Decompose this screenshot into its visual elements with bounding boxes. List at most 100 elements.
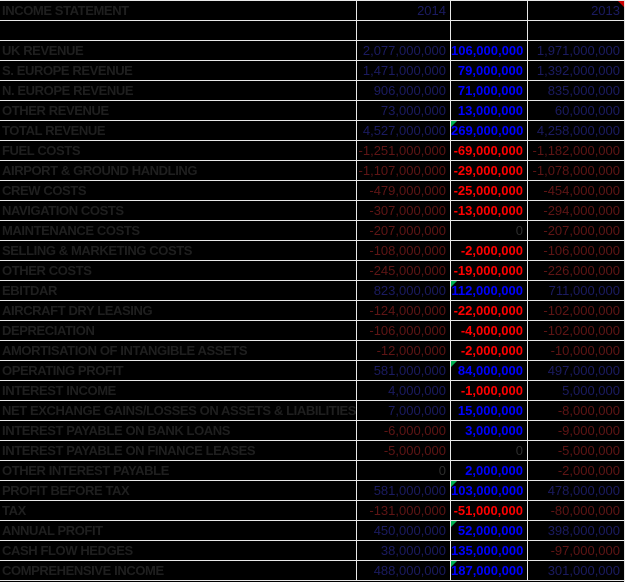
value-2013-cell[interactable]: -226,000,000: [527, 261, 624, 280]
row-label-cell[interactable]: OPERATING PROFIT: [2, 363, 124, 378]
row-label-cell[interactable]: [0, 21, 356, 40]
row-label-cell[interactable]: TOTAL REVENUE: [2, 123, 106, 138]
diff-cell[interactable]: -29,000,000: [450, 161, 527, 180]
diff-cell[interactable]: 269,000,000: [450, 121, 527, 140]
diff-cell[interactable]: -69,000,000: [450, 141, 527, 160]
row-label-cell[interactable]: OTHER INTEREST PAYABLE: [2, 463, 169, 478]
value-2013-cell[interactable]: 301,000,000: [527, 561, 624, 580]
value-2013-cell[interactable]: -106,000,000: [527, 241, 624, 260]
diff-cell[interactable]: -25,000,000: [450, 181, 527, 200]
value-2014-cell[interactable]: 488,000,000: [356, 561, 450, 580]
diff-cell[interactable]: 2,000,000: [450, 461, 527, 480]
diff-cell[interactable]: 71,000,000: [450, 81, 527, 100]
row-label-cell[interactable]: NET EXCHANGE GAINS/LOSSES ON ASSETS & LI…: [2, 403, 356, 418]
row-label-cell[interactable]: DEPRECIATION: [2, 323, 95, 338]
diff-cell[interactable]: 3,000,000: [450, 421, 527, 440]
row-label-cell[interactable]: OTHER REVENUE: [2, 103, 109, 118]
row-label-cell[interactable]: S. EUROPE REVENUE: [2, 63, 133, 78]
value-2013-cell[interactable]: [527, 21, 624, 40]
value-2014-cell[interactable]: -131,000,000: [356, 501, 450, 520]
value-2013-cell[interactable]: 835,000,000: [527, 81, 624, 100]
diff-cell[interactable]: 0: [450, 441, 527, 460]
value-2013-cell[interactable]: -97,000,000: [527, 541, 624, 560]
value-2013-cell[interactable]: -102,000,000: [527, 321, 624, 340]
value-2014-cell[interactable]: -124,000,000: [356, 301, 450, 320]
diff-cell[interactable]: -1,000,000: [450, 381, 527, 400]
diff-cell[interactable]: 52,000,000: [450, 521, 527, 540]
value-2013-cell[interactable]: -5,000,000: [527, 441, 624, 460]
row-label-cell[interactable]: UK REVENUE: [2, 43, 84, 58]
value-2013-cell[interactable]: 1,971,000,000: [527, 41, 624, 60]
row-label-cell[interactable]: AIRPORT & GROUND HANDLING: [2, 163, 198, 178]
value-2013-cell[interactable]: -8,000,000: [527, 401, 624, 420]
col-header-diff-cell[interactable]: [450, 1, 527, 20]
row-label-cell[interactable]: CASH FLOW HEDGES: [2, 543, 133, 558]
row-label-cell[interactable]: CREW COSTS: [2, 183, 87, 198]
value-2014-cell[interactable]: -207,000,000: [356, 221, 450, 240]
value-2013-cell[interactable]: -1,078,000,000: [527, 161, 624, 180]
sheet-title-cell[interactable]: INCOME STATEMENT: [2, 3, 129, 18]
value-2013-cell[interactable]: -294,000,000: [527, 201, 624, 220]
value-2014-cell[interactable]: 0: [356, 461, 450, 480]
diff-cell[interactable]: -19,000,000: [450, 261, 527, 280]
value-2013-cell[interactable]: -2,000,000: [527, 461, 624, 480]
diff-cell[interactable]: -2,000,000: [450, 241, 527, 260]
value-2013-cell[interactable]: 1,392,000,000: [527, 61, 624, 80]
diff-cell[interactable]: 187,000,000: [450, 561, 527, 580]
value-2014-cell[interactable]: 73,000,000: [356, 101, 450, 120]
row-label-cell[interactable]: N. EUROPE REVENUE: [2, 83, 134, 98]
row-label-cell[interactable]: INTEREST INCOME: [2, 383, 116, 398]
value-2014-cell[interactable]: 1,471,000,000: [356, 61, 450, 80]
diff-cell[interactable]: -4,000,000: [450, 321, 527, 340]
row-label-cell[interactable]: EBITDAR: [2, 283, 57, 298]
value-2014-cell[interactable]: 581,000,000: [356, 481, 450, 500]
diff-cell[interactable]: 15,000,000: [450, 401, 527, 420]
value-2014-cell[interactable]: 450,000,000: [356, 521, 450, 540]
diff-cell[interactable]: 84,000,000: [450, 361, 527, 380]
value-2014-cell[interactable]: 4,000,000: [356, 381, 450, 400]
value-2013-cell[interactable]: 4,258,000,000: [527, 121, 624, 140]
diff-cell[interactable]: 112,000,000: [450, 281, 527, 300]
value-2013-cell[interactable]: -207,000,000: [527, 221, 624, 240]
value-2014-cell[interactable]: 4,527,000,000: [356, 121, 450, 140]
diff-cell[interactable]: 13,000,000: [450, 101, 527, 120]
value-2013-cell[interactable]: -80,000,000: [527, 501, 624, 520]
value-2014-cell[interactable]: -108,000,000: [356, 241, 450, 260]
diff-cell[interactable]: 135,000,000: [450, 541, 527, 560]
diff-cell[interactable]: -2,000,000: [450, 341, 527, 360]
value-2014-cell[interactable]: -106,000,000: [356, 321, 450, 340]
value-2014-cell[interactable]: -1,107,000,000: [356, 161, 450, 180]
value-2013-cell[interactable]: 711,000,000: [527, 281, 624, 300]
value-2014-cell[interactable]: -1,251,000,000: [356, 141, 450, 160]
diff-cell[interactable]: -51,000,000: [450, 501, 527, 520]
value-2014-cell[interactable]: -6,000,000: [356, 421, 450, 440]
value-2013-cell[interactable]: -10,000,000: [527, 341, 624, 360]
row-label-cell[interactable]: FUEL COSTS: [2, 143, 81, 158]
value-2013-cell[interactable]: -1,182,000,000: [527, 141, 624, 160]
diff-cell[interactable]: 0: [450, 221, 527, 240]
row-label-cell[interactable]: PROFIT BEFORE TAX: [2, 483, 130, 498]
value-2013-cell[interactable]: 5,000,000: [527, 381, 624, 400]
row-label-cell[interactable]: NAVIGATION COSTS: [2, 203, 124, 218]
value-2014-cell[interactable]: -12,000,000: [356, 341, 450, 360]
value-2014-cell[interactable]: [356, 21, 450, 40]
diff-cell[interactable]: 79,000,000: [450, 61, 527, 80]
value-2013-cell[interactable]: -9,000,000: [527, 421, 624, 440]
value-2013-cell[interactable]: 398,000,000: [527, 521, 624, 540]
value-2013-cell[interactable]: 478,000,000: [527, 481, 624, 500]
value-2014-cell[interactable]: -479,000,000: [356, 181, 450, 200]
diff-cell[interactable]: 103,000,000: [450, 481, 527, 500]
value-2014-cell[interactable]: -5,000,000: [356, 441, 450, 460]
row-label-cell[interactable]: INTEREST PAYABLE ON BANK LOANS: [2, 423, 231, 438]
col-header-2013-cell[interactable]: 2013: [527, 1, 624, 20]
diff-cell[interactable]: -13,000,000: [450, 201, 527, 220]
diff-cell[interactable]: -22,000,000: [450, 301, 527, 320]
row-label-cell[interactable]: INTEREST PAYABLE ON FINANCE LEASES: [2, 443, 256, 458]
value-2014-cell[interactable]: 7,000,000: [356, 401, 450, 420]
col-header-2014-cell[interactable]: 2014: [356, 1, 450, 20]
value-2014-cell[interactable]: 906,000,000: [356, 81, 450, 100]
diff-cell[interactable]: [450, 21, 527, 40]
row-label-cell[interactable]: ANNUAL PROFIT: [2, 523, 103, 538]
diff-cell[interactable]: 106,000,000: [450, 41, 527, 60]
value-2014-cell[interactable]: -307,000,000: [356, 201, 450, 220]
